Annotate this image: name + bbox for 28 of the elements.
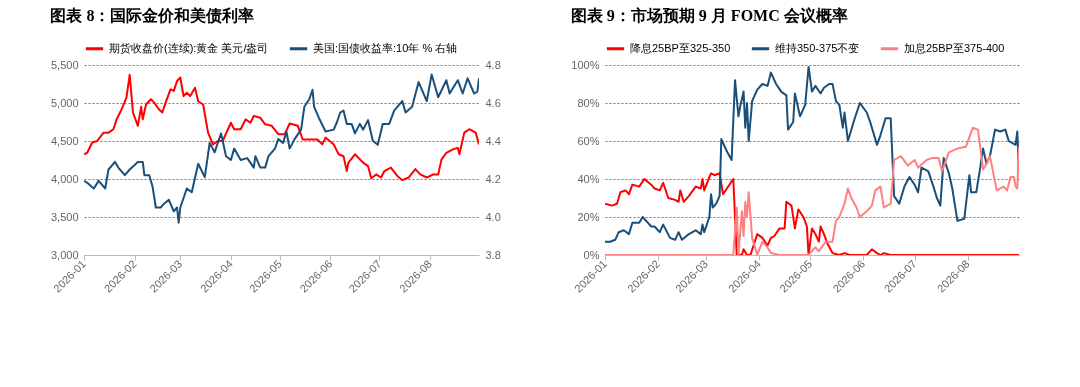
y2-tick-label: 3.8 [485, 248, 501, 261]
chart-title: 图表 8：国际金价和美债利率 [50, 6, 255, 24]
legend-label: 加息25BP至375-400 [904, 41, 1005, 54]
legend-label: 期货收盘价(连续):黄金 美元/盎司 [109, 41, 269, 54]
line-series [605, 65, 1019, 243]
y2-tick-label: 4.4 [485, 134, 501, 147]
y-tick-label: 4,000 [50, 172, 79, 185]
y-tick-label: 100% [571, 58, 600, 71]
y-tick-label: 20% [577, 210, 600, 223]
legend-label: 维持350-375不变 [775, 41, 860, 54]
y2-tick-label: 4.8 [485, 58, 501, 71]
chart-title: 图表 9：市场预期 9 月 FOMC 会议概率 [570, 6, 848, 24]
y2-tick-label: 4.6 [485, 96, 501, 109]
y-tick-label: 80% [577, 96, 600, 109]
y2-tick-label: 4.0 [485, 210, 501, 223]
line-series [84, 73, 479, 182]
y-tick-label: 5,500 [50, 58, 79, 71]
y-tick-label: 4,500 [50, 134, 79, 147]
y-tick-label: 3,500 [50, 210, 79, 223]
y-tick-label: 3,000 [50, 248, 79, 261]
y-tick-label: 5,000 [50, 96, 79, 109]
legend-label: 美国:国债收益率:10年 % 右轴 [313, 41, 458, 54]
y2-tick-label: 4.2 [485, 172, 501, 185]
legend-label: 降息25BP至325-350 [630, 41, 731, 54]
y-tick-label: 0% [583, 248, 600, 261]
y-tick-label: 60% [577, 134, 600, 147]
y-tick-label: 40% [577, 172, 600, 185]
line-series [84, 73, 479, 224]
